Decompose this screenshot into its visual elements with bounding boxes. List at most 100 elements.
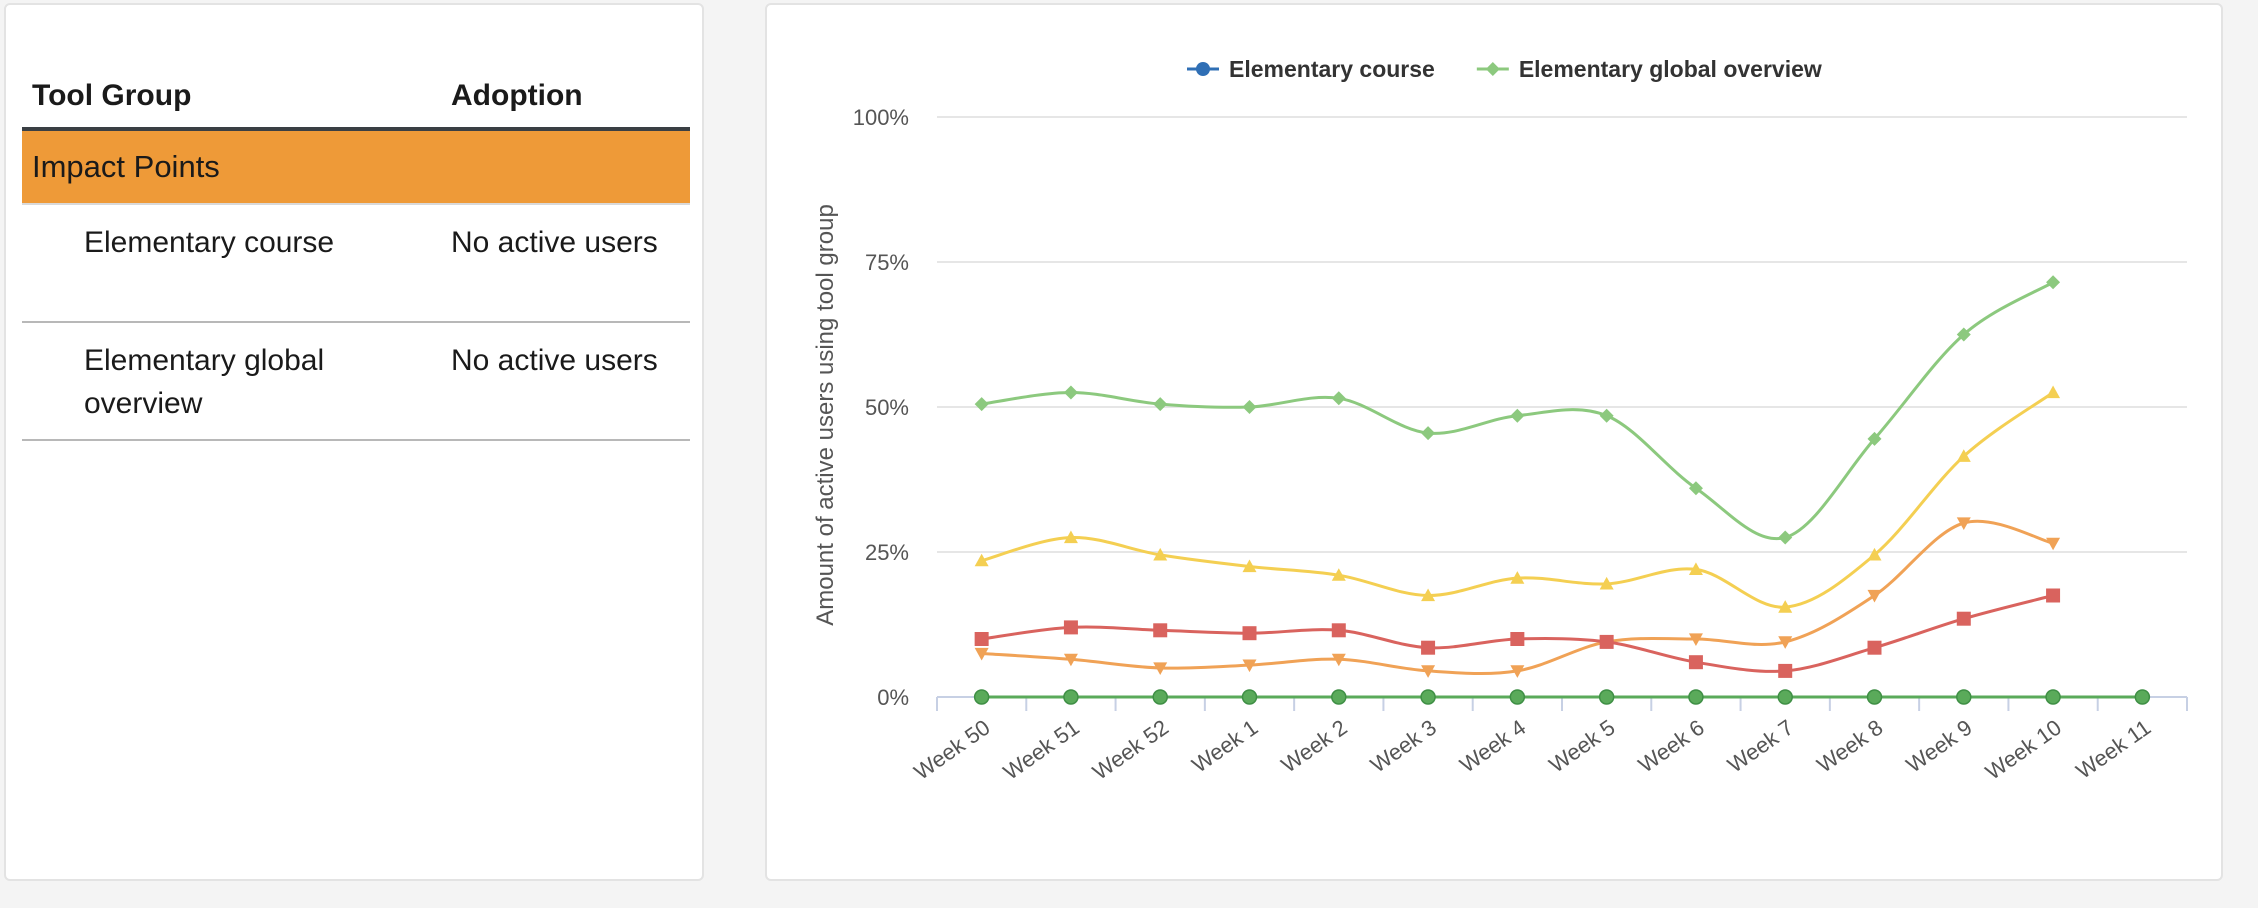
data-point <box>1867 640 1882 655</box>
data-point <box>1063 689 1079 705</box>
series-4 <box>974 517 2061 678</box>
data-point <box>1956 611 1971 626</box>
x-tick-label: Week 6 <box>1634 715 1709 778</box>
data-point <box>1421 640 1436 655</box>
data-point <box>1867 431 1882 446</box>
x-tick-label: Week 50 <box>909 715 994 785</box>
series-line <box>981 519 2054 676</box>
x-tick-label: Week 10 <box>1981 715 2066 785</box>
data-point <box>1777 689 1793 705</box>
data-point <box>1509 689 1526 705</box>
data-point <box>1510 665 1525 678</box>
data-point <box>2046 275 2061 290</box>
data-point <box>1242 626 1257 641</box>
data-point <box>1153 623 1168 638</box>
data-point <box>1331 623 1346 638</box>
x-tick-label: Week 8 <box>1812 715 1887 778</box>
table-header: Tool Group Adoption <box>22 55 690 131</box>
data-point <box>1510 632 1525 646</box>
data-point <box>1510 408 1525 423</box>
data-point <box>1956 449 1971 462</box>
y-axis-label: Amount of active users using tool group <box>812 204 839 626</box>
data-point <box>974 647 989 661</box>
data-point <box>2046 385 2061 399</box>
data-point <box>1778 600 1793 613</box>
table-row: Elementary global overview No active use… <box>22 323 690 441</box>
legend-label: Elementary global overview <box>1519 56 1822 82</box>
data-point <box>1956 689 1972 705</box>
data-point <box>1598 689 1615 705</box>
x-tick-label: Week 7 <box>1723 715 1798 778</box>
line-chart: 0%25%50%75%100%Week 50 Week 51 Week 52 Week… <box>812 56 2188 785</box>
data-point <box>1331 568 1346 581</box>
x-tick-label: Week 3 <box>1366 715 1441 778</box>
data-point <box>1778 636 1793 649</box>
data-point <box>1688 481 1703 496</box>
series-3 <box>974 588 2061 678</box>
data-point <box>1421 426 1436 441</box>
tool-name: Elementary global overview <box>84 344 325 420</box>
y-tick-label: 100% <box>853 105 909 130</box>
adoption-value: No active users <box>451 226 658 259</box>
series-1 <box>974 275 2061 545</box>
x-tick-label: Week 1 <box>1187 715 1262 778</box>
data-point <box>1153 547 1168 561</box>
x-tick-label: Week 4 <box>1455 715 1530 778</box>
data-point <box>1242 559 1257 573</box>
data-point <box>1153 397 1168 412</box>
data-point <box>1420 689 1436 705</box>
data-point <box>1688 562 1703 575</box>
legend-item: Elementary global overview <box>1476 56 1822 82</box>
y-tick-label: 25% <box>865 540 909 565</box>
data-point <box>1510 571 1525 584</box>
x-tick-label: Week 5 <box>1544 715 1619 778</box>
x-tick-label: Week 52 <box>1088 715 1173 785</box>
data-point <box>974 397 989 412</box>
adoption-value: No active users <box>451 344 658 377</box>
data-point <box>1778 663 1793 678</box>
data-point <box>1688 633 1703 646</box>
data-point <box>1866 689 1883 705</box>
data-point <box>1421 665 1436 678</box>
data-point <box>1063 620 1078 635</box>
data-point <box>1063 530 1078 544</box>
table-row: Elementary course No active users <box>22 205 690 323</box>
x-tick-label: Week 2 <box>1277 715 1352 778</box>
data-point <box>1331 391 1346 406</box>
x-tick-label: Week 51 <box>999 715 1084 785</box>
legend-marker <box>1485 62 1500 76</box>
data-point <box>1956 517 1971 530</box>
adoption-table-panel: Tool Group Adoption Impact Points Elemen… <box>4 3 704 881</box>
data-point <box>1421 588 1436 602</box>
data-point <box>2046 537 2061 551</box>
series-0 <box>973 689 2151 705</box>
series-2 <box>974 385 2061 613</box>
data-point <box>1688 689 1704 705</box>
data-point <box>1242 659 1257 673</box>
data-point <box>1153 662 1168 675</box>
data-point <box>1152 689 1168 705</box>
data-point <box>1331 653 1346 667</box>
data-point <box>1331 689 1347 705</box>
y-tick-label: 0% <box>877 685 909 710</box>
data-point <box>1063 385 1078 400</box>
group-row: Impact Points <box>22 131 690 205</box>
data-point <box>1599 408 1614 423</box>
data-point <box>1688 655 1703 670</box>
data-point <box>1867 589 1882 603</box>
chart-panel: 0% 25% 50% 75% 100% Week 50 Week 51 Week 52 Week… <box>765 3 2223 881</box>
data-point <box>1956 327 1971 342</box>
data-point <box>1867 547 1882 561</box>
data-point <box>2134 689 2151 705</box>
x-tick-label: Week 9 <box>1902 715 1977 778</box>
data-point <box>973 689 990 705</box>
header-tool-group[interactable]: Tool Group <box>32 79 192 112</box>
data-point <box>1599 634 1614 649</box>
data-point <box>2045 689 2061 705</box>
data-point <box>2046 588 2061 603</box>
legend-item: Elementary course <box>1187 56 1435 82</box>
tool-name: Elementary course <box>84 226 335 259</box>
y-tick-label: 50% <box>865 395 909 420</box>
header-adoption[interactable]: Adoption <box>451 79 583 112</box>
data-point <box>1242 400 1257 414</box>
